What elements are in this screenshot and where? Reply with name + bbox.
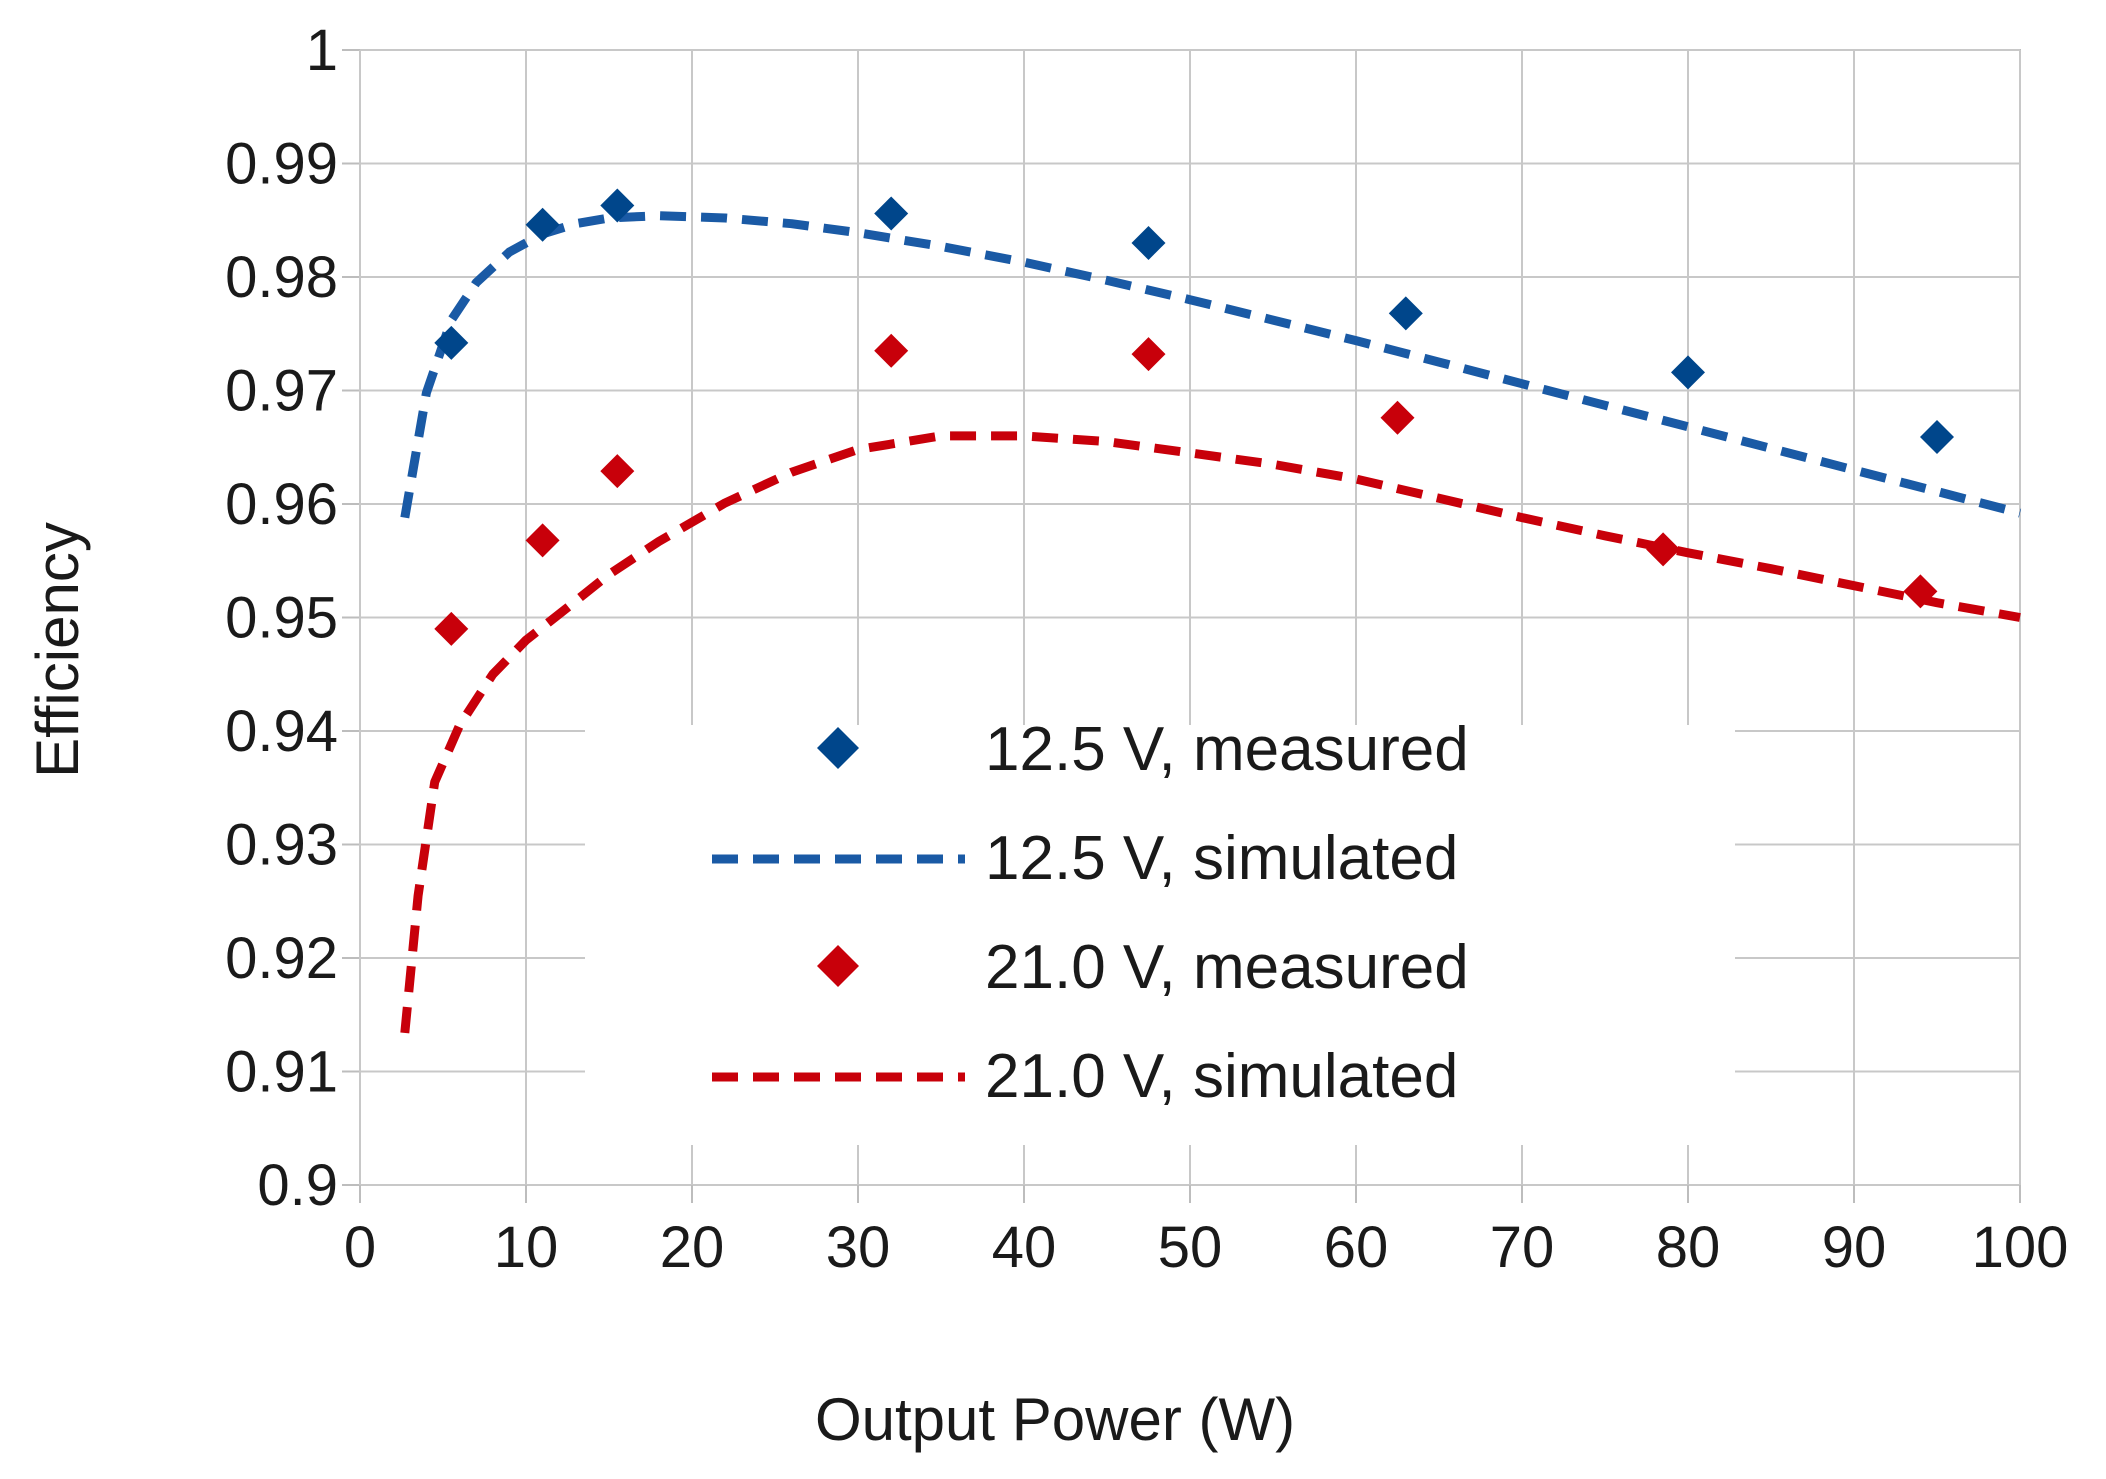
data-point	[1131, 337, 1166, 372]
y-tick-label: 0.92	[225, 926, 338, 991]
x-tick-label: 30	[826, 1215, 891, 1280]
x-tick-label: 70	[1490, 1215, 1555, 1280]
legend-entry: 21.0 V, simulated	[712, 1042, 1458, 1111]
y-tick-label: 0.95	[225, 586, 338, 651]
y-tick-label: 0.9	[257, 1153, 338, 1218]
y-tick-label: 1	[306, 18, 338, 83]
legend: 12.5 V, measured 12.5 V, simulated 21.0 V,…	[585, 715, 1735, 1145]
series-line	[400, 431, 2021, 1034]
data-point	[1131, 225, 1166, 260]
x-tick-label: 10	[494, 1215, 559, 1280]
data-point	[874, 196, 909, 231]
y-tick-label: 0.91	[225, 1040, 338, 1105]
x-tick-labels: 0 10 20 30 40 50 60 70 80 90 100	[344, 1215, 2069, 1280]
plot-series	[400, 188, 2022, 1034]
x-tick-label: 80	[1656, 1215, 1721, 1280]
x-tick-label: 100	[1972, 1215, 2069, 1280]
x-tick-label: 90	[1822, 1215, 1887, 1280]
y-tick-label: 0.94	[225, 699, 338, 764]
x-axis-title: Output Power (W)	[815, 1386, 1295, 1453]
legend-entry: 12.5 V, measured	[817, 715, 1469, 784]
data-point	[600, 454, 635, 489]
y-tick-labels: 0.9 0.91 0.92 0.93 0.94 0.95 0.96 0.97 0.98 0.99 1	[225, 18, 338, 1218]
legend-label: 12.5 V, measured	[985, 715, 1469, 784]
y-tick-label: 0.99	[225, 132, 338, 197]
series-line	[400, 211, 2022, 519]
y-tick-label: 0.97	[225, 359, 338, 424]
y-axis-title: Efficiency	[24, 522, 91, 778]
legend-marker	[817, 727, 859, 769]
legend-label: 21.0 V, measured	[985, 933, 1469, 1002]
x-tick-label: 40	[992, 1215, 1057, 1280]
x-tick-label: 20	[660, 1215, 725, 1280]
data-point	[1388, 296, 1423, 331]
legend-marker	[817, 945, 859, 987]
data-point	[1380, 400, 1415, 435]
data-point	[1646, 532, 1681, 567]
y-tick-label: 0.98	[225, 245, 338, 310]
y-tick-label: 0.93	[225, 813, 338, 878]
data-point	[525, 523, 560, 558]
legend-label: 21.0 V, simulated	[985, 1042, 1458, 1111]
y-tick-label: 0.96	[225, 472, 338, 537]
legend-entry: 21.0 V, measured	[817, 933, 1469, 1002]
legend-label: 12.5 V, simulated	[985, 824, 1458, 893]
data-point	[525, 207, 560, 242]
data-point	[434, 325, 469, 360]
data-point	[1671, 355, 1705, 390]
data-point	[1903, 574, 1938, 609]
data-point	[1920, 420, 1954, 455]
data-point	[434, 611, 469, 646]
x-tick-label: 60	[1324, 1215, 1389, 1280]
x-tick-label: 0	[344, 1215, 376, 1280]
x-tick-label: 50	[1158, 1215, 1223, 1280]
data-point	[874, 333, 909, 368]
data-point	[600, 188, 635, 223]
legend-entry: 12.5 V, simulated	[712, 824, 1458, 893]
